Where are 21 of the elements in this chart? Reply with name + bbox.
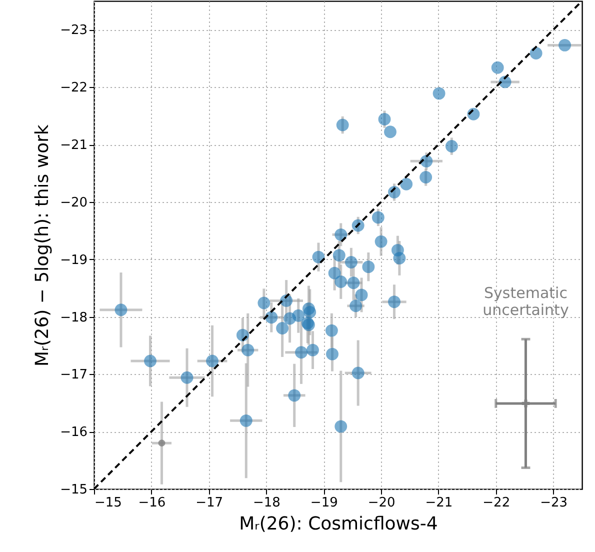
y-tick-label: −22 [60,80,88,96]
y-tick-label: −18 [60,310,88,326]
y-tick-label: −21 [60,138,88,154]
x-tick-label: −23 [540,496,568,510]
text: Systematic uncertainty [482,284,569,320]
x-tick-label: −22 [482,496,510,510]
x-axis-title: Mᵣ(26): Cosmicflows-4 [239,514,438,534]
y-tick-label: −23 [60,23,88,38]
y-tick-label: −16 [60,425,88,440]
x-tick-label: −19 [310,496,338,510]
y-axis-title: Mᵣ(26) − 5log(h): this work [32,124,54,366]
x-tick-label: −15 [94,496,122,510]
y-tick-label: −20 [60,195,88,210]
y-tick-label: −19 [60,252,88,268]
x-tick-label: −17 [196,496,224,510]
x-tick-label: −21 [425,496,453,510]
y-tick-label: −15 [60,482,88,498]
x-tick-label: −18 [253,496,280,510]
x-tick-label: −16 [138,496,166,510]
x-tick-label: −20 [368,496,396,510]
y-tick-label: −17 [60,368,88,383]
